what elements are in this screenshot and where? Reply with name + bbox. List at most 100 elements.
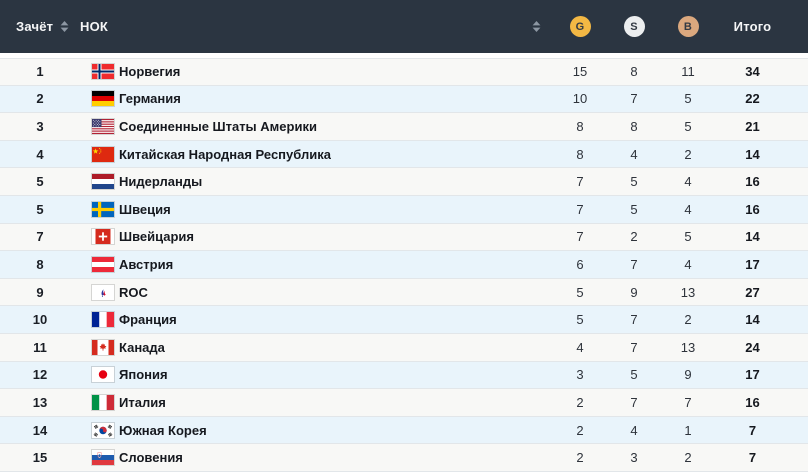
flag-roc-icon (92, 284, 114, 300)
rank-cell: 13 (32, 394, 48, 410)
sort-icon[interactable] (532, 21, 541, 32)
gold-medal-icon[interactable]: G (569, 16, 591, 37)
country-name: Франция (119, 312, 177, 328)
country-name: Швейцария (119, 229, 195, 245)
table-row[interactable]: 5 Швеция 7 5 4 16 (0, 195, 808, 224)
rank-cell: 2 (36, 91, 44, 107)
rank-column-header[interactable]: Зачёт (0, 19, 80, 34)
noc-cell: Швейцария (80, 229, 553, 245)
rank-cell: 11 (33, 339, 47, 355)
total-count: 14 (745, 146, 760, 162)
flag-usa-icon (92, 118, 114, 134)
rank-cell: 5 (36, 174, 44, 190)
silver-count: 3 (630, 450, 638, 466)
country-name: Швеция (119, 201, 171, 217)
table-row[interactable]: 7 Швейцария 7 2 5 14 (0, 223, 808, 252)
table-row[interactable]: 1 Норвегия 15 8 11 34 (0, 58, 808, 86)
rank-column-label: Зачёт (16, 19, 54, 34)
noc-cell: Япония (80, 367, 553, 383)
noc-column-header[interactable]: НОК (80, 19, 553, 34)
country-name: Италия (119, 394, 166, 410)
silver-count: 7 (630, 394, 638, 410)
total-count: 14 (745, 312, 760, 328)
gold-count: 2 (576, 422, 584, 438)
total-column-label: Итого (733, 19, 772, 34)
rank-cell: 5 (36, 201, 44, 217)
table-row[interactable]: 15 Словения 2 3 2 7 (0, 444, 808, 472)
flag-sweden-icon (92, 201, 114, 217)
gold-count: 2 (576, 394, 584, 410)
table-row[interactable]: 12 Япония 3 5 9 17 (0, 361, 808, 390)
silver-count: 5 (630, 367, 638, 383)
bronze-medal-icon[interactable]: B (677, 16, 699, 37)
flag-austria-icon (92, 256, 114, 272)
noc-cell: Нидерланды (80, 174, 553, 190)
bronze-count: 4 (684, 201, 692, 217)
table-row[interactable]: 9 ROC 5 9 13 27 (0, 278, 808, 307)
bronze-column-header[interactable]: B (661, 16, 715, 37)
flag-france-icon (92, 312, 114, 328)
silver-count: 8 (630, 64, 638, 80)
bronze-count: 4 (684, 174, 692, 190)
table-row[interactable]: 2 Германия 10 7 5 22 (0, 85, 808, 114)
table-row[interactable]: 4 Китайская Народная Республика 8 4 2 14 (0, 140, 808, 169)
gold-count: 3 (576, 367, 584, 383)
table-row[interactable]: 14 Южная Корея 2 4 1 7 (0, 416, 808, 445)
country-name: Соединенные Штаты Америки (119, 118, 317, 134)
silver-column-header[interactable]: S (607, 16, 661, 37)
table-body: 1 Норвегия 15 8 11 34 2 Германия 10 7 5 22 3 Соединен… (0, 58, 808, 472)
noc-cell: ROC (80, 284, 553, 300)
silver-count: 4 (630, 422, 638, 438)
total-column-header[interactable]: Итого (715, 19, 790, 34)
rank-cell: 10 (32, 312, 48, 328)
country-name: Южная Корея (119, 422, 207, 438)
total-count: 17 (745, 367, 760, 383)
table-row[interactable]: 8 Австрия 6 7 4 17 (0, 251, 808, 279)
silver-count: 7 (630, 256, 638, 272)
bronze-count: 5 (684, 91, 692, 107)
bronze-count: 2 (684, 146, 692, 162)
silver-count: 7 (630, 91, 638, 107)
gold-count: 7 (576, 229, 584, 245)
total-count: 27 (745, 284, 760, 300)
noc-cell: Италия (80, 394, 553, 410)
table-row[interactable]: 13 Италия 2 7 7 16 (0, 389, 808, 417)
country-name: Германия (119, 91, 181, 107)
gold-count: 10 (572, 91, 588, 107)
table-row[interactable]: 5 Нидерланды 7 5 4 16 (0, 168, 808, 196)
total-count: 21 (745, 118, 760, 134)
noc-cell: Китайская Народная Республика (80, 146, 553, 162)
bronze-count: 13 (680, 284, 696, 300)
total-count: 14 (745, 229, 760, 245)
noc-cell: Франция (80, 312, 553, 328)
total-count: 16 (745, 394, 760, 410)
country-name: ROC (119, 284, 148, 300)
country-name: Словения (119, 450, 183, 466)
country-name: Япония (119, 367, 168, 383)
rank-cell: 12 (32, 367, 48, 383)
silver-count: 5 (630, 174, 638, 190)
country-name: Австрия (119, 256, 174, 272)
country-name: Нидерланды (119, 174, 203, 190)
flag-switzerland-icon (92, 229, 114, 245)
gold-column-header[interactable]: G (553, 16, 607, 37)
total-count: 16 (745, 201, 760, 217)
sort-icon[interactable] (60, 21, 69, 32)
table-row[interactable]: 11 Канада 4 7 13 24 (0, 333, 808, 362)
silver-medal-icon[interactable]: S (623, 16, 645, 37)
rank-cell: 15 (32, 450, 48, 466)
table-row[interactable]: 3 Соединенные Штаты Америки 8 8 5 21 (0, 113, 808, 141)
bronze-count: 7 (684, 394, 692, 410)
flag-germany-icon (92, 91, 114, 107)
total-count: 7 (748, 422, 757, 438)
gold-count: 15 (572, 64, 588, 80)
rank-cell: 4 (36, 146, 44, 162)
flag-slovenia-icon (92, 450, 114, 466)
gold-count: 7 (576, 174, 584, 190)
noc-cell: Канада (80, 339, 553, 355)
table-row[interactable]: 10 Франция 5 7 2 14 (0, 306, 808, 334)
gold-count: 2 (576, 450, 584, 466)
bronze-count: 5 (684, 118, 692, 134)
table-header: Зачёт НОК G S B Итого (0, 0, 808, 53)
rank-cell: 8 (36, 256, 44, 272)
